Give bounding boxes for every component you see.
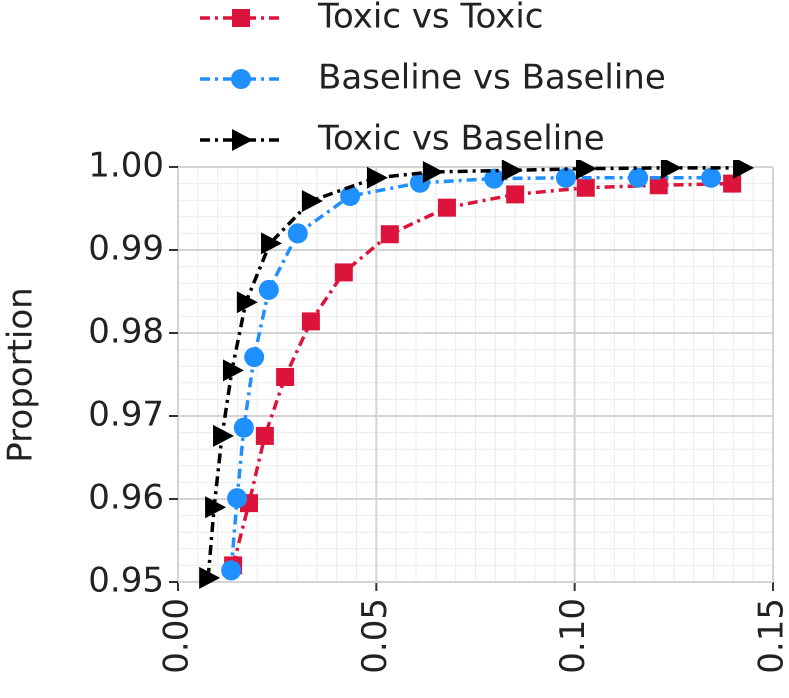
series	[221, 167, 722, 581]
marker	[576, 178, 595, 197]
minor-grid	[178, 167, 773, 582]
marker	[276, 367, 295, 386]
marker	[555, 167, 576, 188]
marker	[233, 417, 254, 438]
marker	[232, 129, 253, 151]
marker	[723, 174, 742, 193]
marker	[575, 160, 597, 180]
marker	[301, 190, 323, 213]
marker	[205, 496, 227, 519]
marker	[484, 168, 505, 189]
marker	[501, 160, 523, 182]
marker	[244, 347, 265, 368]
marker	[628, 167, 649, 188]
marker	[701, 167, 722, 188]
marker	[221, 560, 242, 581]
marker	[733, 160, 755, 179]
marker	[301, 312, 320, 331]
y-tick-label: 0.99	[88, 229, 164, 269]
legend-label: Baseline vs Baseline	[318, 58, 666, 98]
y-axis-label: Proportion	[1, 287, 41, 462]
marker	[236, 291, 258, 314]
marker	[660, 160, 682, 179]
x-tick-label: 0.15	[752, 598, 789, 674]
legend-label: Toxic vs Toxic	[317, 0, 543, 37]
line	[229, 176, 712, 571]
marker	[366, 166, 388, 189]
line	[231, 181, 733, 566]
x-tick-label: 0.10	[553, 598, 593, 674]
x-tick-label: 0.00	[157, 598, 197, 674]
marker	[340, 186, 361, 207]
marker	[199, 566, 221, 589]
marker	[422, 160, 444, 183]
marker	[649, 176, 668, 195]
y-tick-label: 0.98	[88, 312, 164, 352]
marker	[255, 426, 274, 445]
marker	[232, 9, 250, 27]
marker	[287, 223, 308, 244]
marker	[258, 279, 279, 300]
marker	[213, 424, 235, 447]
y-tick-label: 1.00	[88, 146, 164, 186]
y-tick-label: 0.95	[88, 561, 164, 601]
x-tick-label: 0.05	[355, 598, 395, 674]
marker	[437, 198, 456, 217]
marker	[231, 69, 251, 89]
y-tick-label: 0.96	[88, 478, 164, 518]
y-tick-label: 0.97	[88, 395, 164, 435]
legend-label: Toxic vs Baseline	[317, 119, 605, 159]
series	[199, 160, 755, 589]
marker	[227, 488, 248, 509]
marker	[506, 185, 525, 204]
marker	[334, 263, 353, 282]
marker	[261, 232, 283, 255]
marker	[380, 225, 399, 244]
marker	[222, 359, 244, 382]
